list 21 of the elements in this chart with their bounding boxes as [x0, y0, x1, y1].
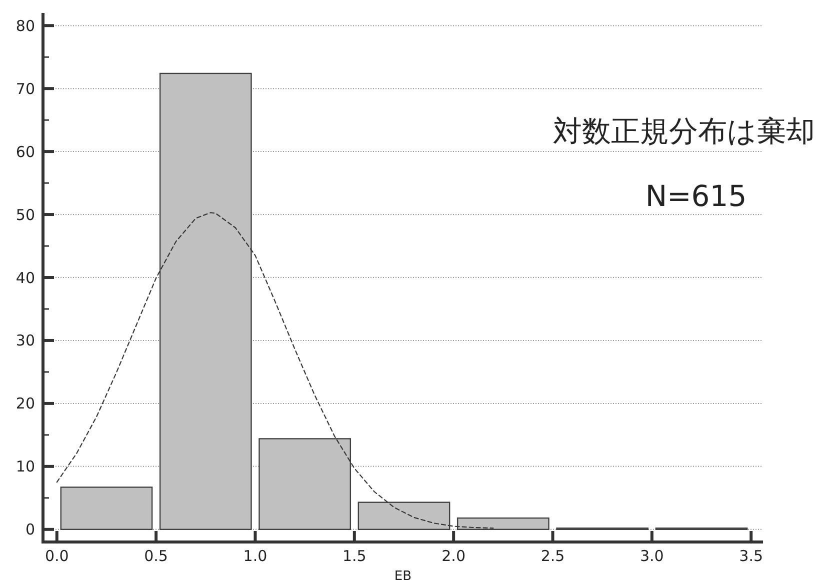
y-tick-label: 50 — [16, 206, 35, 224]
y-tick-label: 40 — [16, 268, 35, 287]
y-tick-label: 70 — [16, 80, 35, 98]
x-tick-label: 2.0 — [442, 547, 466, 565]
x-tick-label: 2.5 — [540, 547, 565, 565]
y-tick-label: 10 — [16, 458, 35, 476]
y-tick-label: 60 — [16, 142, 35, 161]
x-axis-title: EB — [394, 569, 412, 584]
x-tick-label: 0.5 — [144, 547, 168, 565]
y-tick-label: 80 — [16, 16, 35, 35]
x-tick-label: 3.5 — [739, 547, 764, 565]
y-tick-label: 30 — [16, 332, 35, 350]
x-tick-label: 1.0 — [243, 547, 268, 565]
x-tick-label: 3.0 — [640, 547, 664, 565]
y-tick-label: 0 — [25, 520, 35, 539]
y-tick-label: 20 — [16, 394, 35, 413]
annotation: N=615 — [645, 179, 747, 213]
annotation: 対数正規分布は棄却 — [553, 114, 815, 148]
x-tick-label: 0.0 — [44, 547, 69, 565]
x-tick-label: 1.5 — [342, 547, 366, 565]
line-series — [56, 212, 494, 529]
